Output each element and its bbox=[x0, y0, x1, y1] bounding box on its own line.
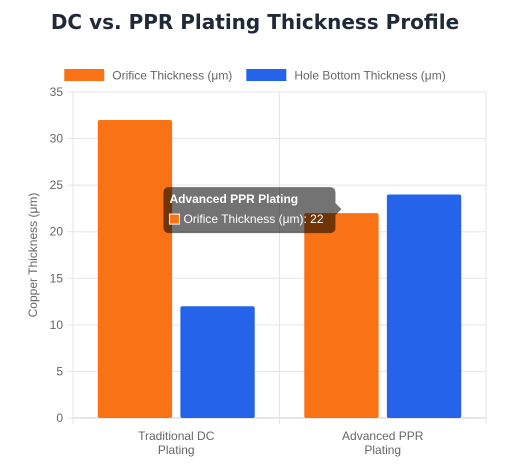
bar-orifice bbox=[304, 213, 379, 418]
y-tick-label: 5 bbox=[56, 364, 63, 378]
y-axis: 0 5 10 15 20 25 30 35 bbox=[50, 85, 73, 425]
y-tick-label: 35 bbox=[50, 85, 64, 99]
y-tick-label: 10 bbox=[50, 318, 64, 332]
tooltip-box bbox=[163, 187, 336, 234]
x-tick-label: Plating bbox=[158, 443, 195, 457]
chart-title: DC vs. PPR Plating Thickness Profile bbox=[50, 10, 460, 34]
bar-hole-bottom bbox=[180, 306, 255, 418]
legend-swatch bbox=[64, 69, 105, 81]
tooltip-label: Orifice Thickness (μm): 22 bbox=[183, 212, 323, 226]
tooltip-swatch bbox=[168, 213, 180, 225]
tooltip: Advanced PPR Plating Orifice Thickness (μ… bbox=[163, 187, 342, 234]
tooltip-caret bbox=[335, 203, 342, 216]
legend: Orifice Thickness (μm) Hole Bottom Thickn… bbox=[64, 69, 446, 83]
tooltip-title: Advanced PPR Plating bbox=[169, 192, 298, 206]
bar-hole-bottom bbox=[386, 194, 462, 418]
legend-label: Hole Bottom Thickness (μm) bbox=[294, 69, 445, 83]
y-tick-label: 25 bbox=[50, 178, 64, 192]
x-tick-label: Advanced PPR bbox=[342, 429, 424, 443]
y-tick-label: 20 bbox=[50, 225, 64, 239]
y-tick-label: 30 bbox=[50, 132, 64, 146]
legend-label: Orifice Thickness (μm) bbox=[112, 69, 232, 83]
legend-swatch bbox=[246, 69, 287, 81]
y-axis-title: Copper Thickness (μm) bbox=[26, 193, 40, 318]
y-tick-label: 0 bbox=[56, 411, 63, 425]
bar-orifice bbox=[97, 119, 173, 418]
x-tick-label: Plating bbox=[364, 443, 401, 457]
bars bbox=[97, 119, 462, 418]
y-tick-label: 15 bbox=[50, 271, 64, 285]
x-tick-label: Traditional DC bbox=[138, 429, 215, 443]
